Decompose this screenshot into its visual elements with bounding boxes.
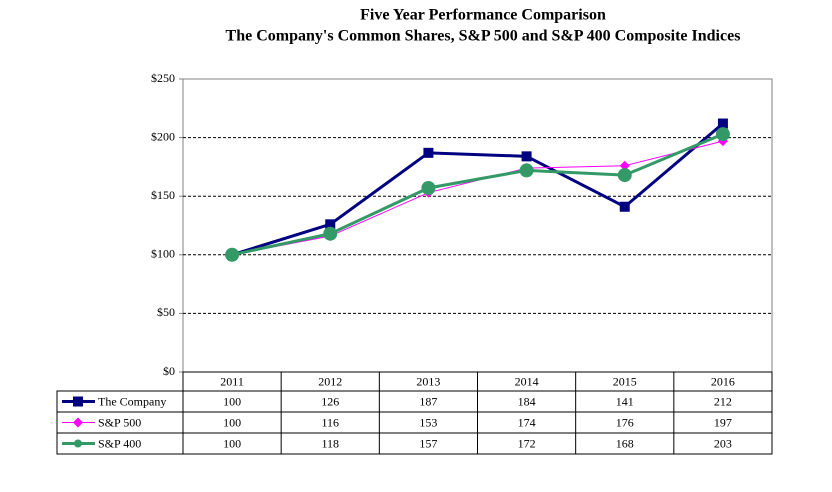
chart-title: Five Year Performance Comparison [360, 7, 606, 24]
marker [325, 219, 336, 230]
legend-marker [73, 396, 83, 407]
table-value: 187 [419, 394, 437, 408]
marker [715, 127, 730, 142]
marker [519, 163, 534, 178]
table-value: 118 [321, 436, 339, 450]
y-tick-label: $50 [157, 305, 175, 319]
x-tick-label: 2011 [220, 374, 244, 388]
table-value: 116 [321, 415, 339, 429]
legend-marker [73, 417, 83, 428]
series-line [231, 132, 724, 257]
x-tick-label: 2016 [711, 374, 735, 388]
table-value: 157 [419, 436, 437, 450]
marker [225, 247, 240, 262]
marker [619, 160, 630, 171]
table-value: 100 [223, 436, 241, 450]
y-tick-label: $0 [163, 364, 175, 378]
x-tick-label: 2013 [416, 374, 440, 388]
marker [423, 147, 434, 158]
marker [421, 180, 436, 195]
y-tick-label: $200 [151, 129, 175, 143]
x-tick-label: 2014 [515, 374, 539, 388]
table-value: 126 [321, 394, 339, 408]
table-value: 176 [616, 415, 634, 429]
table-value: 174 [518, 415, 536, 429]
table-value: 100 [223, 415, 241, 429]
legend-label: The Company [98, 394, 166, 408]
x-tick-label: 2012 [318, 374, 342, 388]
table-value: 168 [616, 436, 634, 450]
table-value: 172 [518, 436, 536, 450]
x-tick-label: 2015 [613, 374, 637, 388]
marker [323, 226, 338, 241]
table-value: 203 [714, 436, 732, 450]
legend-label: S&P 500 [98, 415, 141, 429]
table-value: 212 [714, 394, 732, 408]
table-value: 153 [419, 415, 437, 429]
marker [717, 118, 728, 129]
y-tick-label: $150 [151, 188, 175, 202]
y-tick-label: $100 [151, 247, 175, 261]
table-value: 197 [714, 415, 732, 429]
marker [619, 201, 630, 212]
y-tick-label: $250 [151, 71, 175, 85]
marker [521, 151, 532, 162]
table-value: 184 [518, 394, 536, 408]
legend-label: S&P 400 [98, 436, 141, 450]
series-line [231, 122, 724, 257]
plot-area [182, 78, 773, 373]
table-value: 100 [223, 394, 241, 408]
chart-subtitle: The Company's Common Shares, S&P 500 and… [226, 28, 741, 45]
legend-marker [74, 439, 82, 448]
marker [617, 168, 632, 183]
table-value: 141 [616, 394, 634, 408]
